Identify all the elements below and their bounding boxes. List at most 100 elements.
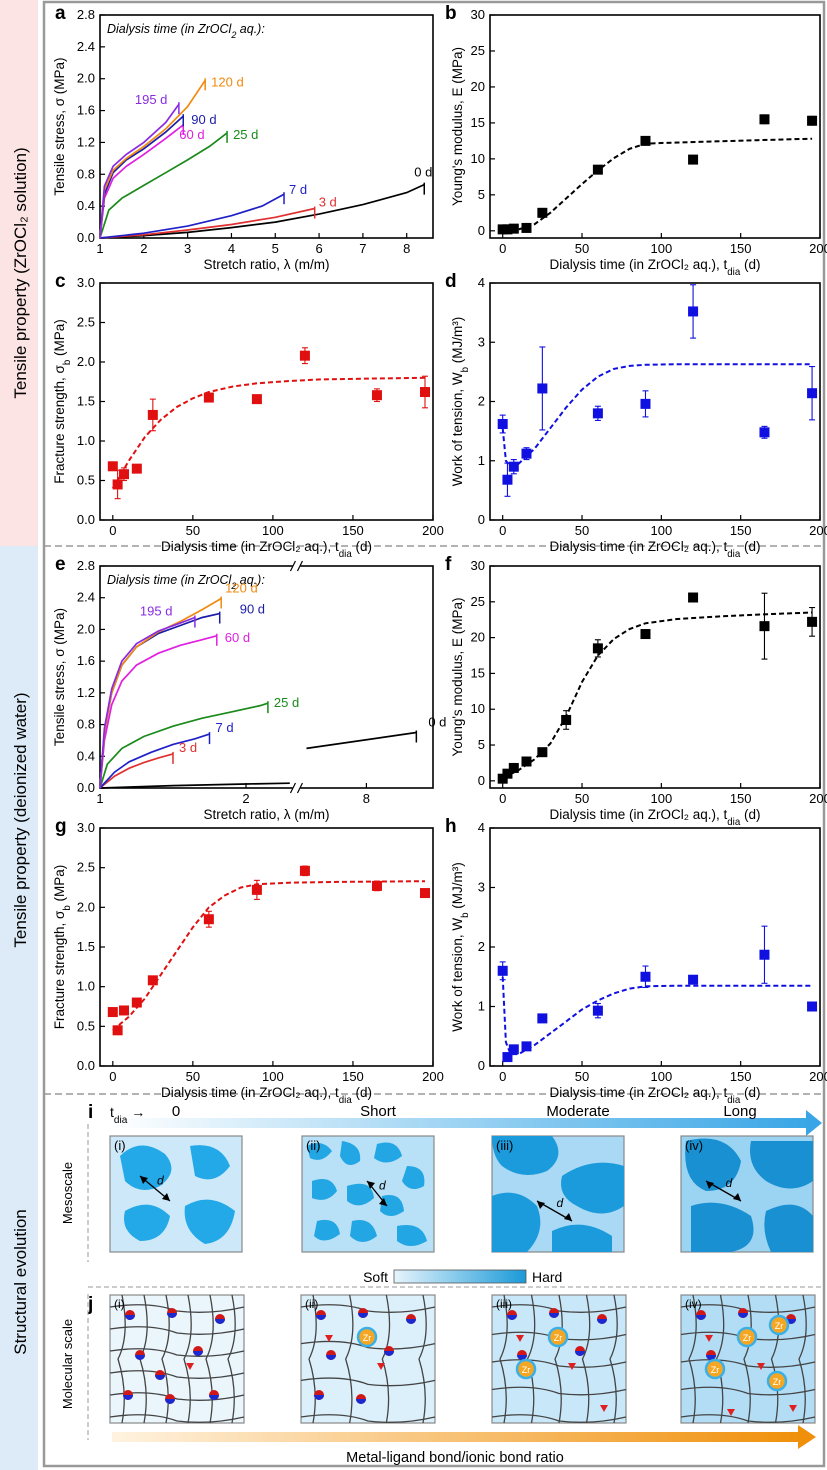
subpanel-label: (ii) — [305, 1297, 318, 1311]
mesoscale-panel: (ii) d — [301, 1135, 435, 1253]
data-point — [688, 154, 699, 165]
curve-line — [306, 731, 417, 750]
x-tick-label: 50 — [575, 241, 589, 256]
chart-panel-c: 0 50 100 150 200 0.0 0.5 1.0 1.5 2.0 2.5 3.0 Dialysi… — [52, 271, 444, 560]
y-tick-label: 10 — [471, 701, 485, 716]
hardness-colorbar — [393, 1269, 527, 1284]
curve-line — [99, 616, 196, 789]
hard-domain — [397, 1225, 427, 1246]
free-ligand — [325, 1335, 333, 1342]
data-point — [759, 114, 770, 125]
curve-label: 7 d — [289, 182, 307, 197]
y-tick-label: 0.0 — [77, 230, 95, 245]
data-point — [640, 971, 651, 982]
y-tick-label: 0.8 — [77, 717, 95, 732]
data-point — [521, 756, 532, 767]
plot-frame — [489, 282, 821, 521]
plot-frame — [99, 827, 434, 1067]
section-label-structure: Structural evolution — [11, 1209, 30, 1355]
hard-domain — [561, 1162, 624, 1214]
hard-domain — [347, 1183, 374, 1206]
hard-domain — [552, 1224, 612, 1252]
x-tick-label: 100 — [650, 1069, 672, 1084]
y-tick-label: 0.8 — [77, 166, 95, 181]
colorbar-soft-label: Soft — [363, 1269, 388, 1285]
zr-cluster — [768, 1314, 790, 1336]
x-tick-label: 0 — [499, 791, 506, 806]
panel-letter: a — [55, 3, 66, 24]
y-tick-label: 0.0 — [77, 1058, 95, 1073]
ionic-pair-anion — [738, 1313, 748, 1318]
polymer-chain-vertical — [581, 1294, 591, 1424]
x-tick-label: 100 — [650, 523, 672, 538]
ionic-pair-anion — [215, 1319, 225, 1324]
data-point — [497, 965, 508, 976]
polymer-chain-horizontal — [109, 1370, 245, 1379]
data-point — [592, 408, 603, 419]
panel-letter: f — [445, 554, 452, 575]
y-tick-label: 5 — [478, 187, 485, 202]
ionic-pair-anion — [517, 1355, 527, 1360]
panel-letter: j — [87, 1294, 93, 1315]
zr-cluster — [356, 1326, 378, 1348]
subpanel-label: (i) — [114, 1138, 126, 1153]
ionic-pair-anion — [696, 1315, 706, 1320]
y-axis-label: Tensile stress, σ (MPa) — [52, 57, 67, 195]
polymer-chain-horizontal — [109, 1414, 245, 1423]
data-point — [131, 463, 142, 474]
y-axis-label: Young's modulus, E (MPa) — [450, 598, 465, 757]
x-tick-label: 150 — [730, 523, 752, 538]
fit-curve — [111, 376, 426, 489]
y-tick-label: 1.0 — [77, 979, 95, 994]
time-arrow-band — [112, 1118, 810, 1128]
curve-label: 60 d — [225, 630, 250, 645]
plot-frame — [99, 565, 434, 789]
sidebar-water — [0, 546, 38, 1094]
polymer-chain-vertical — [183, 1294, 192, 1424]
y-tick-label: 1.2 — [77, 134, 95, 149]
d-arrow-head — [162, 1193, 170, 1201]
x-tick-label: 0 — [499, 241, 506, 256]
data-point — [502, 1052, 513, 1063]
data-point — [759, 949, 770, 960]
x-tick-label: 0 — [109, 523, 116, 538]
x-tick-label: 200 — [809, 791, 827, 806]
hard-domain — [190, 1145, 230, 1180]
ionic-pair-anion — [167, 1313, 177, 1318]
polymer-chain-horizontal — [680, 1386, 816, 1396]
subpanel-label: (iv) — [685, 1138, 703, 1153]
y-tick-label: 2.0 — [77, 71, 95, 86]
y-tick-label: 2.0 — [77, 621, 95, 636]
legend-title: Dialysis time (in ZrOCl2 aq.): — [107, 573, 265, 591]
hard-domain — [184, 1199, 235, 1244]
hard-domain — [312, 1178, 337, 1200]
data-point — [592, 1005, 603, 1016]
curve-label: 0 d — [414, 165, 432, 180]
data-point — [107, 1007, 118, 1018]
data-point — [521, 222, 532, 233]
hard-domain — [492, 1136, 559, 1175]
data-point — [521, 1041, 532, 1052]
data-point — [508, 1044, 519, 1055]
data-point — [502, 224, 513, 235]
x-tick-label: 200 — [422, 523, 444, 538]
y-tick-label: 25 — [471, 594, 485, 609]
panel-letter: c — [55, 271, 66, 292]
data-point — [759, 621, 770, 632]
curve-line — [99, 634, 218, 789]
data-point — [640, 629, 651, 640]
ionic-pair-anion — [706, 1355, 716, 1360]
y-tick-label: 0.4 — [77, 748, 95, 763]
ratio-arrow-head — [798, 1425, 816, 1449]
chart-panel-g: 0 50 100 150 200 0.0 0.5 1.0 1.5 2.0 2.5 3.0 Dialysi… — [52, 816, 444, 1106]
curve-label: 195 d — [135, 92, 168, 107]
polymer-chain-vertical — [554, 1294, 563, 1424]
polymer-chain-vertical — [161, 1294, 170, 1424]
chart-panel-a: 1 2 3 4 5 6 7 8 0.0 0.4 0.8 1.2 1.6 2.0 2.4 2.8 Stretch … — [52, 3, 434, 272]
hard-domain — [120, 1145, 172, 1190]
y-tick-label: 30 — [471, 558, 485, 573]
data-point — [147, 975, 158, 986]
fit-curve — [112, 880, 426, 1032]
polymer-chain-vertical — [381, 1294, 391, 1424]
polymer-chain-horizontal — [491, 1304, 627, 1313]
